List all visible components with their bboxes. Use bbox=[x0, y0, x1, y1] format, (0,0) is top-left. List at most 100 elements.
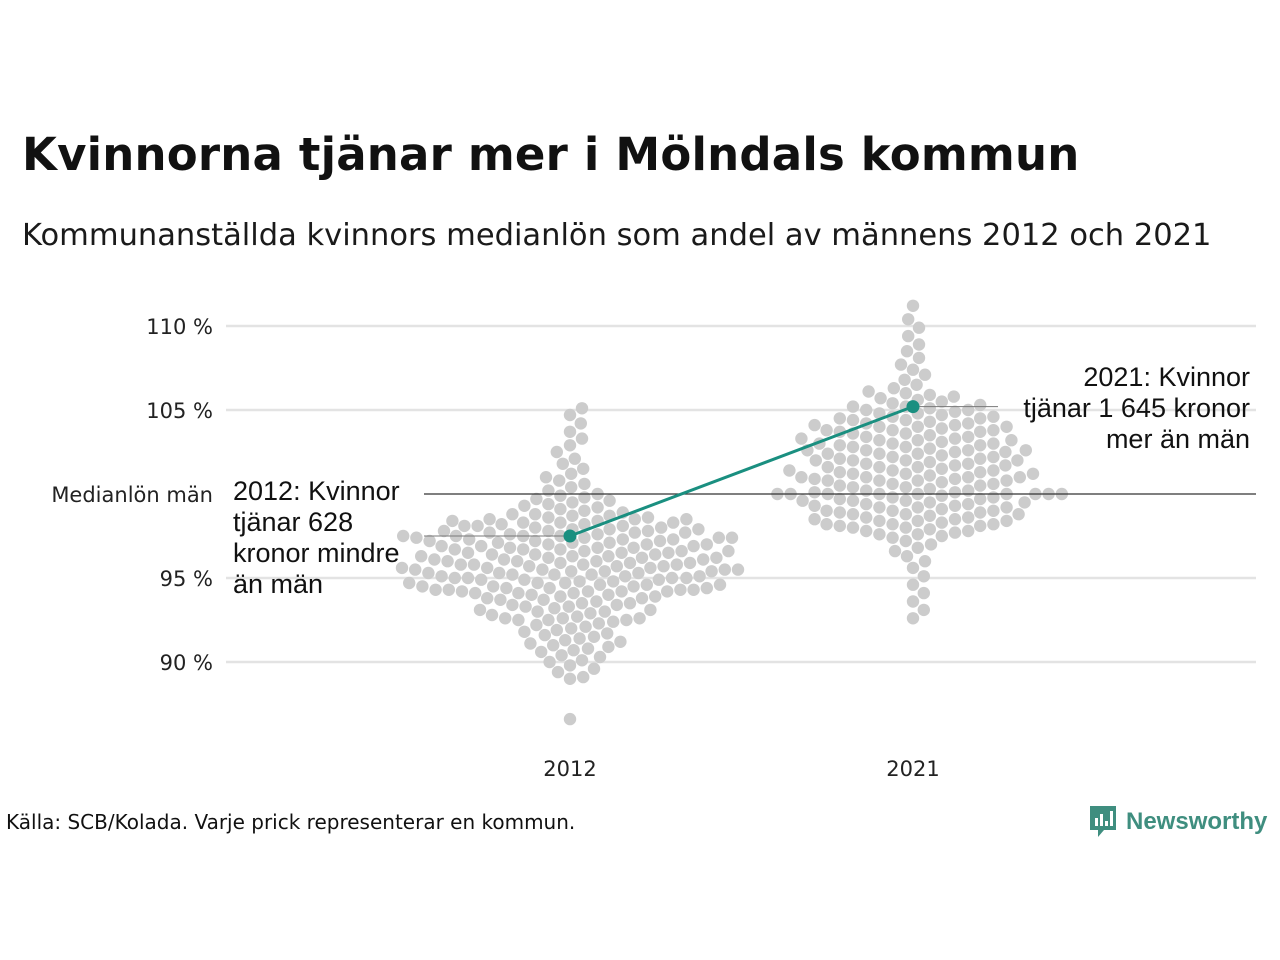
municipality-dot-2021 bbox=[935, 489, 948, 502]
municipality-dot-2021 bbox=[918, 368, 932, 381]
municipality-dot-2012 bbox=[598, 605, 611, 618]
municipality-dot-2012 bbox=[577, 462, 590, 475]
municipality-dot-2012 bbox=[565, 565, 578, 578]
municipality-dot-2021 bbox=[910, 378, 923, 391]
municipality-dot-2012 bbox=[512, 586, 525, 600]
municipality-dot-2021 bbox=[923, 482, 936, 496]
municipality-dot-2021 bbox=[962, 471, 975, 484]
municipality-dot-2021 bbox=[846, 494, 860, 507]
municipality-dot-2012 bbox=[410, 531, 423, 544]
municipality-dot-2021 bbox=[906, 578, 920, 591]
municipality-dot-2012 bbox=[705, 565, 718, 578]
municipality-dot-2021 bbox=[873, 528, 886, 541]
municipality-dot-2012 bbox=[494, 593, 507, 606]
municipality-dot-2012 bbox=[592, 617, 605, 630]
municipality-dot-2012 bbox=[518, 573, 531, 586]
municipality-dot-2012 bbox=[587, 662, 601, 675]
municipality-dot-2012 bbox=[563, 425, 577, 438]
municipality-dot-2012 bbox=[662, 546, 675, 559]
municipality-dot-2021 bbox=[894, 358, 908, 371]
municipality-dot-2012 bbox=[667, 533, 680, 546]
municipality-dot-2021 bbox=[974, 439, 987, 452]
x-tick-label: 2012 bbox=[543, 757, 596, 781]
municipality-dot-2021 bbox=[962, 497, 975, 511]
municipality-dot-2021 bbox=[846, 521, 860, 534]
municipality-dot-2012 bbox=[627, 580, 640, 593]
municipality-dot-2021 bbox=[821, 447, 834, 460]
annotation-2021-line: tjänar 1 645 kronor bbox=[1023, 393, 1250, 423]
municipality-dot-2012 bbox=[529, 534, 542, 548]
municipality-dot-2012 bbox=[562, 600, 575, 613]
municipality-dot-2012 bbox=[635, 551, 649, 564]
municipality-dot-2021 bbox=[873, 514, 886, 528]
municipality-dot-2021 bbox=[873, 447, 886, 460]
municipality-dot-2012 bbox=[559, 634, 572, 647]
municipality-dot-2021 bbox=[923, 509, 936, 522]
municipality-dot-2012 bbox=[573, 575, 586, 588]
municipality-dot-2021 bbox=[974, 398, 987, 412]
municipality-dot-2012 bbox=[506, 568, 519, 581]
municipality-dot-2021 bbox=[987, 450, 1000, 464]
municipality-dot-2012 bbox=[607, 575, 620, 588]
municipality-dot-2021 bbox=[833, 452, 846, 465]
municipality-dot-2012 bbox=[503, 541, 517, 554]
municipality-dot-2021 bbox=[820, 504, 833, 517]
municipality-dot-2021 bbox=[873, 460, 886, 474]
municipality-dot-2021 bbox=[923, 388, 936, 402]
municipality-dot-2021 bbox=[923, 469, 936, 482]
municipality-dot-2012 bbox=[529, 521, 542, 534]
municipality-dot-2021 bbox=[935, 476, 948, 489]
municipality-dot-2021 bbox=[987, 437, 1000, 450]
municipality-dot-2021 bbox=[899, 387, 912, 400]
municipality-dot-2012 bbox=[397, 529, 410, 543]
municipality-dot-2012 bbox=[503, 528, 517, 541]
municipality-dot-2021 bbox=[917, 586, 930, 600]
municipality-dot-2021 bbox=[886, 531, 899, 544]
municipality-dot-2021 bbox=[962, 524, 975, 538]
municipality-dot-2021 bbox=[899, 521, 912, 534]
municipality-dot-2021 bbox=[923, 442, 936, 455]
municipality-dot-2021 bbox=[974, 479, 987, 492]
municipality-dot-2021 bbox=[860, 457, 873, 470]
municipality-dot-2012 bbox=[566, 550, 579, 563]
municipality-dot-2021 bbox=[948, 472, 962, 486]
municipality-dot-2012 bbox=[542, 497, 555, 511]
municipality-dot-2012 bbox=[556, 612, 569, 625]
municipality-dot-2021 bbox=[911, 514, 924, 528]
municipality-dot-2012 bbox=[519, 600, 532, 613]
municipality-dot-2021 bbox=[935, 502, 948, 516]
municipality-dot-2021 bbox=[796, 494, 809, 507]
municipality-dot-2012 bbox=[471, 519, 484, 533]
municipality-dot-2021 bbox=[974, 519, 987, 533]
municipality-dot-2012 bbox=[469, 586, 482, 600]
newsworthy-logo[interactable]: Newsworthy bbox=[1088, 804, 1267, 840]
municipality-dot-2021 bbox=[948, 499, 962, 512]
municipality-dot-2012 bbox=[435, 539, 448, 553]
municipality-dot-2012 bbox=[641, 511, 655, 524]
municipality-dot-2012 bbox=[539, 471, 553, 484]
municipality-dot-2021 bbox=[886, 464, 899, 477]
municipality-dot-2021 bbox=[860, 444, 873, 457]
municipality-dot-2012 bbox=[641, 524, 655, 538]
municipality-dot-2012 bbox=[725, 531, 739, 544]
municipality-dot-2012 bbox=[635, 592, 649, 605]
municipality-dot-2021 bbox=[911, 434, 924, 447]
municipality-dot-2012 bbox=[602, 588, 615, 601]
municipality-dot-2012 bbox=[395, 561, 409, 575]
municipality-dot-2012 bbox=[435, 570, 448, 583]
municipality-dot-2012 bbox=[628, 526, 641, 539]
municipality-dot-2021 bbox=[808, 418, 821, 432]
municipality-dot-2012 bbox=[554, 516, 567, 529]
municipality-dot-2021 bbox=[987, 410, 1000, 423]
municipality-dot-2012 bbox=[657, 560, 670, 573]
municipality-dot-2012 bbox=[565, 467, 578, 480]
municipality-dot-2012 bbox=[553, 474, 566, 487]
municipality-dot-2012 bbox=[593, 578, 607, 591]
municipality-dot-2012 bbox=[591, 541, 604, 554]
chart-title: Kvinnorna tjänar mer i Mölndals kommun bbox=[22, 128, 1080, 181]
municipality-dot-2012 bbox=[653, 534, 667, 548]
municipality-dot-2012 bbox=[603, 494, 616, 507]
municipality-dot-2021 bbox=[948, 418, 962, 432]
gridlines bbox=[226, 324, 1256, 664]
municipality-dot-2012 bbox=[448, 543, 461, 556]
